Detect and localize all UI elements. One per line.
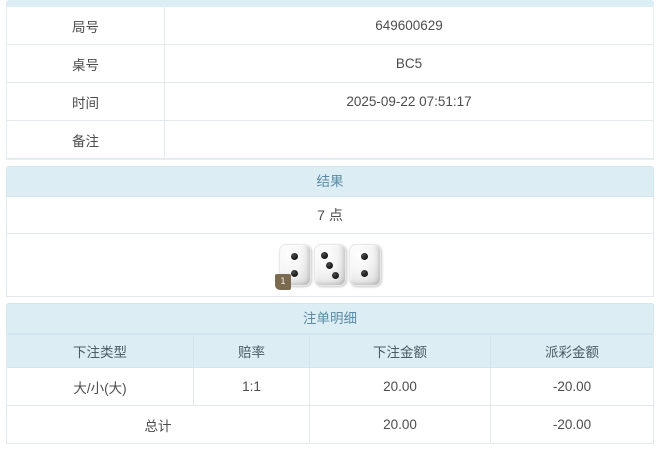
table-row: 大/小(大) 1:1 20.00 -20.00: [7, 367, 653, 406]
panel-gap: [0, 160, 659, 166]
bet-detail-section-title: 注单明细: [6, 303, 654, 333]
die-pip: [321, 252, 328, 259]
die-3: [349, 244, 381, 286]
info-label-table-number: 桌号: [7, 44, 165, 83]
info-label-remark: 备注: [7, 120, 165, 159]
table-header-row: 下注类型 赔率 下注金额 派彩金额: [7, 334, 653, 368]
info-value-remark: [164, 120, 653, 159]
die-pip: [361, 253, 368, 260]
game-info-panel: 局号 649600629 桌号 BC5 时间 2025-09-22 07:51:…: [6, 7, 654, 160]
cell-total-payout-amount: -20.00: [490, 405, 653, 443]
info-value-table-number: BC5: [164, 44, 653, 83]
table-total-row: 总计 20.00 -20.00: [7, 405, 653, 443]
die-order-badge: 1: [275, 274, 291, 290]
top-header-strip: [6, 0, 654, 7]
table-row: 桌号 BC5: [7, 44, 653, 83]
die-pip: [326, 262, 333, 269]
info-value-round-number: 649600629: [164, 7, 653, 45]
cell-odds: 1:1: [193, 367, 310, 406]
panel-gap: [0, 297, 659, 303]
cell-payout-amount: -20.00: [490, 367, 653, 406]
die-pip: [361, 270, 368, 277]
column-header-bet-type: 下注类型: [7, 334, 194, 368]
table-row: 时间 2025-09-22 07:51:17: [7, 82, 653, 121]
dice-row: 1: [275, 244, 381, 290]
bet-detail-section-body: 下注类型 赔率 下注金额 派彩金额 大/小(大) 1:1 20.00 -20.0…: [6, 333, 654, 444]
die-pip: [291, 270, 298, 277]
cell-total-bet-amount: 20.00: [309, 405, 491, 443]
result-section-body: 7 点 1: [6, 196, 654, 297]
bet-detail-table: 下注类型 赔率 下注金额 派彩金额 大/小(大) 1:1 20.00 -20.0…: [7, 334, 653, 443]
die-2: [314, 244, 346, 286]
result-points-value: 7 点: [7, 197, 653, 234]
game-info-table: 局号 649600629 桌号 BC5 时间 2025-09-22 07:51:…: [7, 7, 653, 159]
cell-total-label: 总计: [7, 405, 310, 443]
bet-detail-section: 注单明细 下注类型 赔率 下注金额 派彩金额 大/小(大) 1:1 20.00 …: [6, 303, 654, 444]
result-section-title: 结果: [6, 166, 654, 196]
info-label-time: 时间: [7, 82, 165, 121]
info-value-time: 2025-09-22 07:51:17: [164, 82, 653, 121]
die-pip: [291, 253, 298, 260]
cell-bet-type: 大/小(大): [7, 367, 194, 406]
result-section: 结果 7 点 1: [6, 166, 654, 297]
column-header-payout-amount: 派彩金额: [490, 334, 653, 368]
cell-bet-amount: 20.00: [309, 367, 491, 406]
result-dice-area: 1: [7, 234, 653, 296]
column-header-odds: 赔率: [193, 334, 310, 368]
column-header-bet-amount: 下注金额: [309, 334, 491, 368]
die-1: 1: [275, 244, 311, 290]
table-row: 备注: [7, 120, 653, 159]
info-label-round-number: 局号: [7, 7, 165, 45]
table-row: 局号 649600629: [7, 7, 653, 45]
die-pip: [332, 272, 339, 279]
